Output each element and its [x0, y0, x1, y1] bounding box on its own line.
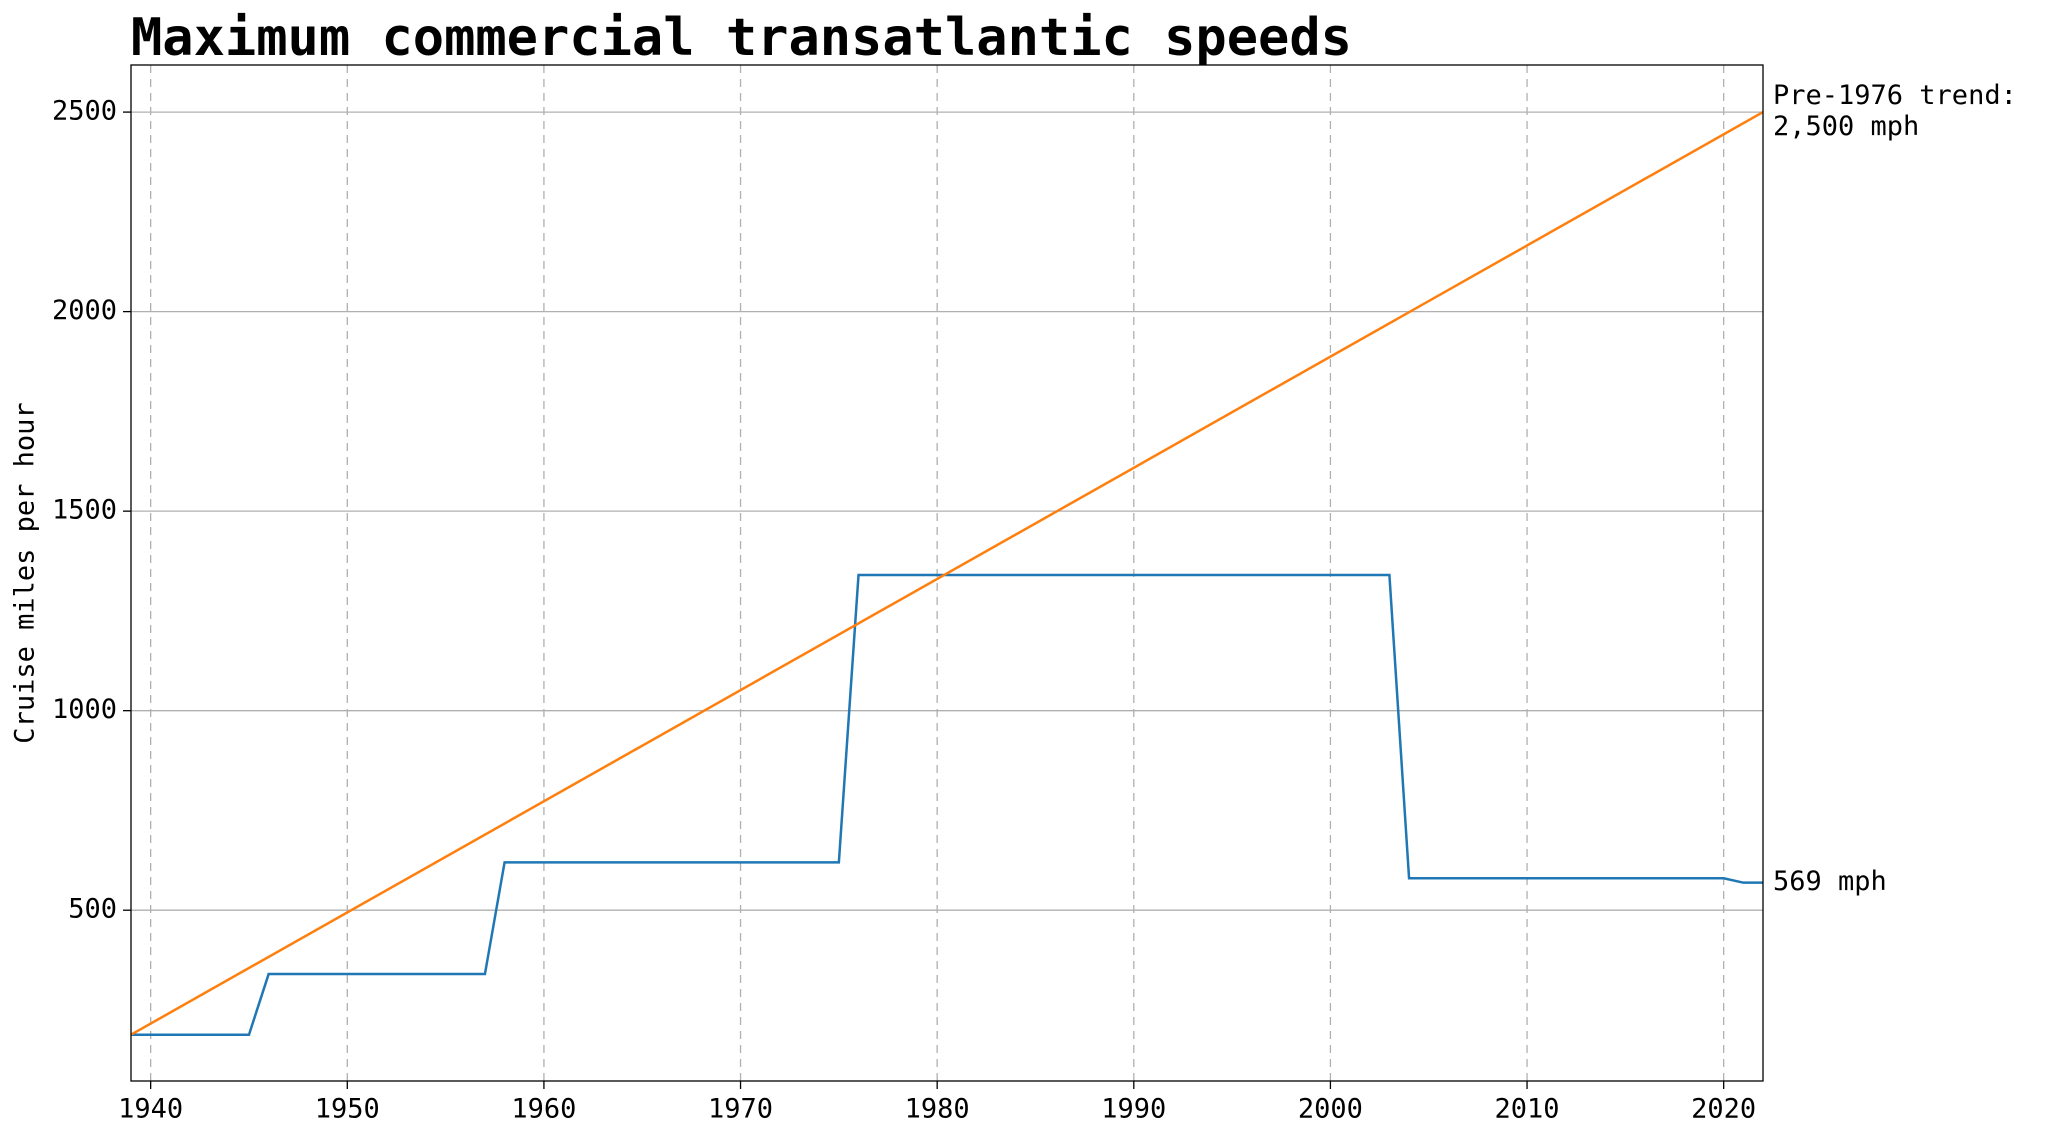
y-axis-label: Cruise miles per hour	[10, 402, 41, 743]
annotation: 569 mph	[1773, 866, 1887, 897]
y-tick-label: 2000	[52, 295, 117, 326]
x-tick-label: 1960	[511, 1094, 576, 1125]
x-tick-label: 1950	[315, 1094, 380, 1125]
x-tick-label: 1940	[118, 1094, 183, 1125]
x-tick-label: 1970	[708, 1094, 773, 1125]
annotation: Pre-1976 trend:	[1773, 80, 2017, 111]
y-tick-label: 1000	[52, 694, 117, 725]
x-tick-label: 1980	[905, 1094, 970, 1125]
x-tick-label: 1990	[1101, 1094, 1166, 1125]
y-tick-label: 2500	[52, 96, 117, 127]
y-tick-label: 1500	[52, 495, 117, 526]
series-line	[130, 111, 1764, 1036]
annotation: 2,500 mph	[1773, 111, 1919, 142]
x-tick-label: 2000	[1298, 1094, 1363, 1125]
x-tick-label: 2020	[1691, 1094, 1756, 1125]
series-line	[131, 573, 1763, 1036]
chart-title: Maximum commercial transatlantic speeds	[131, 8, 1352, 68]
y-tick-label: 500	[68, 894, 117, 925]
x-tick-label: 2010	[1495, 1094, 1560, 1125]
plot-frame	[130, 64, 1764, 1082]
